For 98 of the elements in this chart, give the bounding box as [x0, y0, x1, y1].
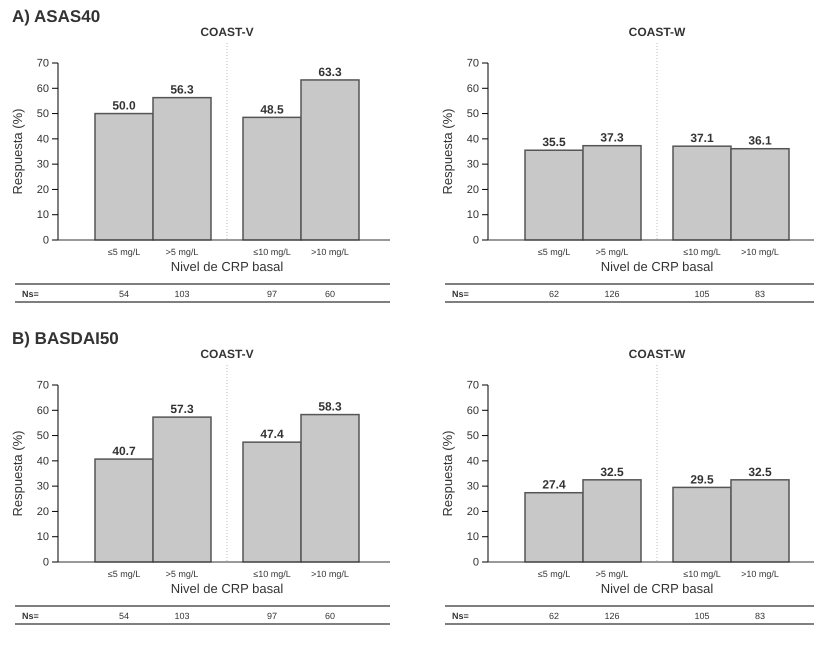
y-tick-label: 70 — [36, 58, 49, 70]
y-tick-label: 70 — [466, 58, 479, 70]
text: 97 — [266, 611, 278, 621]
text: 62 — [548, 289, 560, 299]
y-tick-label: 40 — [36, 133, 49, 146]
data-label: 29.5 — [690, 472, 714, 486]
x-tick-label: ≤10 mg/L — [683, 247, 721, 257]
data-label: 56.3 — [170, 82, 194, 97]
x-tick-label: >10 mg/L — [311, 247, 349, 257]
chart-subtitle: A) ASAS40 — [12, 7, 100, 26]
x-tick-label: ≤10 mg/L — [253, 247, 291, 257]
x-tick-label: >10 mg/L — [311, 569, 349, 579]
text: 105 — [694, 611, 710, 621]
x-tick-label: ≤5 mg/L — [108, 247, 140, 257]
data-label: 47.4 — [260, 427, 284, 442]
y-tick-label: 50 — [36, 430, 49, 442]
data-label: 32.5 — [748, 464, 772, 479]
y-tick-label: 30 — [36, 158, 49, 171]
y-tick-label: 20 — [36, 506, 49, 518]
text: 60 — [324, 289, 336, 299]
x-tick-label: ≤5 mg/L — [108, 569, 140, 579]
text: 103 — [174, 611, 190, 621]
y-tick-label: 70 — [36, 380, 49, 392]
text: 54 — [118, 289, 130, 299]
text: 83 — [754, 289, 766, 299]
chart-title: COAST-W — [628, 25, 686, 39]
y-tick-label: 40 — [466, 455, 479, 468]
chart-title: COAST-W — [628, 347, 686, 361]
y-tick-label: 10 — [466, 531, 479, 544]
data-label: 50.0 — [112, 98, 136, 113]
x-tick-label: >10 mg/L — [741, 247, 779, 257]
y-tick-label: 20 — [36, 184, 49, 196]
x-tick-label: ≤10 mg/L — [683, 569, 721, 579]
y-tick-label: 30 — [36, 480, 49, 493]
x-axis-title: Nivel de CRP basal — [600, 581, 714, 596]
y-tick-label: 70 — [466, 380, 479, 392]
y-tick-label: 30 — [466, 480, 479, 493]
y-tick-label: 60 — [466, 404, 479, 417]
chart-subtitle: B) BASDAI50 — [12, 329, 119, 348]
text: 105 — [694, 289, 710, 299]
y-tick-label: 20 — [466, 184, 479, 196]
data-label: 58.3 — [318, 400, 342, 414]
x-axis-title: Nivel de CRP basal — [170, 581, 284, 596]
y-tick-label: 0 — [472, 556, 479, 569]
text: 62 — [548, 611, 560, 621]
x-tick-label: ≤10 mg/L — [253, 569, 291, 579]
x-tick-label: ≤5 mg/L — [538, 569, 570, 579]
data-label: 57.3 — [170, 402, 194, 416]
text: 103 — [174, 289, 190, 299]
text: 83 — [754, 611, 766, 621]
data-label: 40.7 — [112, 444, 136, 458]
y-tick-label: 60 — [36, 82, 49, 95]
x-tick-label: >5 mg/L — [166, 569, 198, 579]
y-axis-title: Respuesta (%) — [440, 430, 455, 516]
y-tick-label: 10 — [36, 209, 49, 222]
text: 97 — [266, 289, 278, 299]
x-axis-title: Nivel de CRP basal — [600, 259, 714, 274]
y-axis-title: Respuesta (%) — [10, 430, 25, 516]
y-tick-label: 10 — [36, 531, 49, 544]
y-tick-label: 50 — [36, 108, 49, 120]
text: 60 — [324, 611, 336, 621]
text: 126 — [604, 611, 620, 621]
text: Ns= — [22, 289, 39, 299]
y-tick-label: 0 — [42, 234, 49, 247]
y-tick-label: 50 — [466, 108, 479, 120]
y-tick-label: 40 — [466, 133, 479, 146]
x-tick-label: >5 mg/L — [596, 247, 628, 257]
data-label: 63.3 — [318, 64, 342, 79]
data-label: 27.4 — [542, 478, 566, 492]
data-label: 32.5 — [600, 464, 624, 479]
y-tick-label: 0 — [42, 556, 49, 569]
data-label: 36.1 — [748, 134, 772, 148]
y-tick-label: 0 — [472, 234, 479, 247]
x-tick-label: >5 mg/L — [166, 247, 198, 257]
chart-title: COAST-V — [200, 25, 254, 39]
y-axis-title: Respuesta (%) — [10, 108, 25, 194]
y-tick-label: 20 — [466, 506, 479, 518]
y-axis-title: Respuesta (%) — [440, 108, 455, 194]
x-tick-label: >5 mg/L — [596, 569, 628, 579]
text: 54 — [118, 611, 130, 621]
text: Ns= — [452, 611, 469, 621]
x-tick-label: >10 mg/L — [741, 569, 779, 579]
data-label: 48.5 — [260, 102, 284, 116]
text: Ns= — [22, 611, 39, 621]
y-tick-label: 10 — [466, 209, 479, 222]
y-tick-label: 50 — [466, 430, 479, 442]
x-tick-label: ≤5 mg/L — [538, 247, 570, 257]
x-axis-title: Nivel de CRP basal — [170, 259, 284, 274]
data-label: 37.3 — [600, 130, 624, 145]
y-tick-label: 60 — [466, 82, 479, 95]
data-label: 37.1 — [690, 131, 714, 146]
text: Ns= — [452, 289, 469, 299]
y-tick-label: 60 — [36, 404, 49, 417]
text: 126 — [604, 289, 620, 299]
y-tick-label: 30 — [466, 158, 479, 171]
y-tick-label: 40 — [36, 455, 49, 468]
chart-title: COAST-V — [200, 347, 254, 361]
data-label: 35.5 — [542, 135, 566, 150]
